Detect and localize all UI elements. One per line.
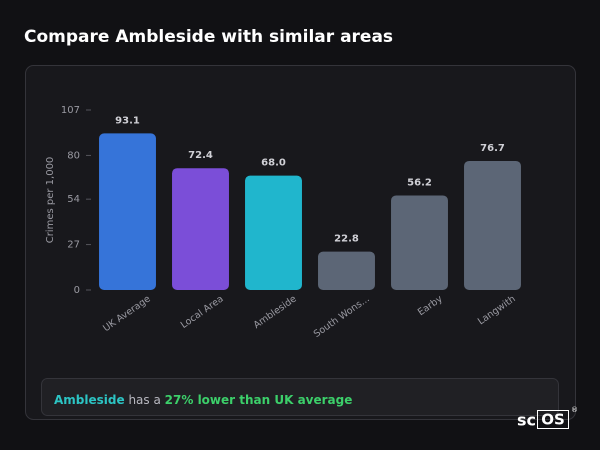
summary-connector: has a [128,393,160,407]
summary-box [41,378,559,416]
logo-boxed: OS [541,411,565,429]
value-label: 76.7 [480,143,505,154]
bar [464,160,521,290]
logo-mark: ® [571,406,578,414]
page-title: Compare Ambleside with similar areas [24,27,393,47]
y-tick-label: 80 [67,150,80,161]
bar [172,168,229,290]
bar [245,175,302,290]
bar [99,133,156,290]
value-label: 22.8 [334,234,359,245]
value-label: 68.0 [261,158,286,169]
y-tick-label: 54 [67,194,80,205]
bar [318,251,375,290]
logo-text: sc [517,411,536,430]
y-tick-label: 27 [67,240,80,251]
summary-highlight: 27% lower than UK average [165,393,353,407]
y-axis-label: Crimes per 1,000 [45,157,56,244]
summary-text: Ambleside has a 27% lower than UK averag… [54,393,352,407]
y-tick-label: 0 [74,285,80,296]
logo-box [537,410,569,429]
value-label: 72.4 [188,150,213,161]
logo: sc OS ® [517,406,578,430]
value-label: 93.1 [115,115,140,126]
bar [391,195,448,290]
summary-area: Ambleside [54,393,125,407]
value-label: 56.2 [407,177,432,188]
y-tick-label: 107 [61,105,80,116]
